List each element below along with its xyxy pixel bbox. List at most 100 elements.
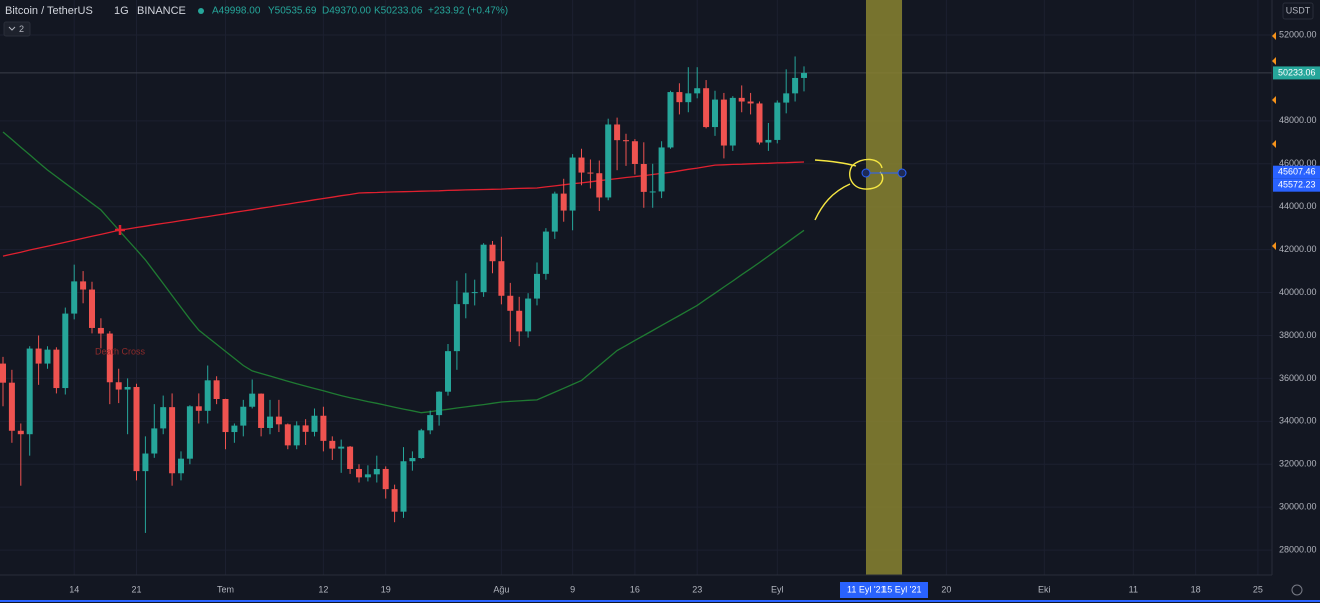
- drawing-line: [814, 183, 851, 221]
- x-tick-label: 11: [1129, 584, 1138, 594]
- x-tick-label: 21: [131, 584, 141, 594]
- settings-icon[interactable]: [1291, 584, 1303, 596]
- anchor-point[interactable]: [897, 168, 907, 178]
- candle-body: [747, 101, 754, 104]
- candle-body: [186, 406, 193, 459]
- candle-body: [738, 97, 745, 102]
- moving-average: [2, 131, 805, 414]
- candle-body: [471, 292, 478, 294]
- candle-body: [293, 425, 300, 446]
- candle-body: [676, 92, 683, 103]
- y-tick-label: 38000.00: [1279, 330, 1317, 340]
- candle-body: [382, 468, 389, 490]
- x-tick-label: 18: [1191, 584, 1201, 594]
- x-tick-label: 9: [570, 584, 575, 594]
- candle-body: [729, 97, 736, 146]
- moving-average: [2, 161, 805, 257]
- candle-body: [587, 172, 594, 174]
- ohlc-low: D49370.00: [322, 6, 371, 17]
- x-tick-label: 23: [692, 584, 702, 594]
- status-dot: [198, 8, 204, 14]
- candle-body: [756, 103, 763, 143]
- candle-body: [0, 363, 6, 383]
- candle-body: [89, 289, 95, 328]
- candle-body: [400, 461, 407, 512]
- indicator-count: 2: [19, 24, 24, 34]
- candle-body: [80, 281, 87, 290]
- y-tick-label: 34000.00: [1279, 416, 1317, 426]
- candle-body: [26, 348, 33, 435]
- price-tag-label: 45607.46: [1278, 167, 1316, 177]
- candle-body: [178, 458, 184, 474]
- candle-body: [17, 430, 24, 435]
- candle-body: [142, 453, 149, 472]
- candle-body: [658, 147, 665, 192]
- candle-body: [133, 386, 140, 472]
- candle-body: [391, 489, 398, 512]
- indicator-toggle[interactable]: [3, 21, 31, 37]
- ohlc-close: K50233.06: [374, 6, 423, 17]
- x-tick-label: 20: [941, 584, 951, 594]
- candle-body: [231, 425, 238, 433]
- x-tick-label: 19: [381, 584, 391, 594]
- exchange: BINANCE: [137, 5, 186, 17]
- candle-body: [427, 415, 434, 431]
- x-tick-label: Eyl: [771, 584, 784, 594]
- anchor-point[interactable]: [861, 168, 871, 178]
- candle-body: [71, 281, 78, 314]
- price-axis: [1272, 0, 1320, 603]
- ohlc-high: Y50535.69: [268, 6, 317, 17]
- candle-body: [480, 244, 487, 293]
- candle-body: [453, 304, 460, 352]
- candle-body: [685, 93, 692, 103]
- candle-body: [347, 446, 354, 469]
- candle-body: [284, 424, 291, 446]
- candle-body: [320, 415, 327, 441]
- plot: [0, 56, 807, 533]
- candle-body: [373, 468, 380, 475]
- candle-body: [302, 425, 309, 432]
- range-label-box: [840, 582, 878, 598]
- candle-body: [507, 295, 514, 311]
- ohlc-open: A49998.00: [212, 6, 261, 17]
- candle-body: [160, 407, 167, 429]
- x-tick-label: 25: [1253, 584, 1263, 594]
- x-tick-label: 14: [69, 584, 79, 594]
- candle-body: [115, 382, 122, 390]
- x-tick-label: 15 Eyl '21: [882, 584, 921, 594]
- candle-body: [783, 93, 790, 103]
- candle-body: [44, 349, 51, 364]
- currency-box[interactable]: [1282, 2, 1314, 20]
- candle-body: [195, 406, 202, 411]
- drawing-circle: [849, 158, 884, 190]
- candle-body: [97, 327, 104, 334]
- candle-body: [35, 348, 42, 364]
- candle-body: [694, 88, 701, 94]
- symbol: Bitcoin / TetherUS: [5, 5, 93, 17]
- candle-body: [516, 310, 523, 332]
- candle-body: [124, 386, 131, 390]
- candle-body: [106, 333, 113, 383]
- x-tick-label: 12: [318, 584, 328, 594]
- candle-body: [703, 88, 710, 128]
- candle-body: [462, 292, 469, 305]
- drawing-line: [814, 159, 857, 167]
- candle-body: [356, 468, 362, 478]
- candle-body: [364, 474, 371, 478]
- candle-body: [614, 124, 621, 141]
- candle-body: [338, 446, 345, 449]
- candle-body: [329, 440, 336, 449]
- y-tick-label: 48000.00: [1279, 115, 1317, 125]
- price-axis-labels: 28000.00 30000.00 32000.00 34000.00 36000.00…: [1273, 29, 1320, 554]
- drawing: [814, 158, 884, 221]
- candle-body: [489, 244, 496, 262]
- candle-body: [765, 139, 772, 143]
- currency-label: USDT: [1286, 5, 1311, 15]
- candle-body: [213, 380, 220, 400]
- candle-body: [498, 261, 505, 296]
- x-tick-label: Tem: [217, 584, 234, 594]
- price-tag: [1273, 165, 1320, 179]
- price-tag: [1273, 66, 1320, 80]
